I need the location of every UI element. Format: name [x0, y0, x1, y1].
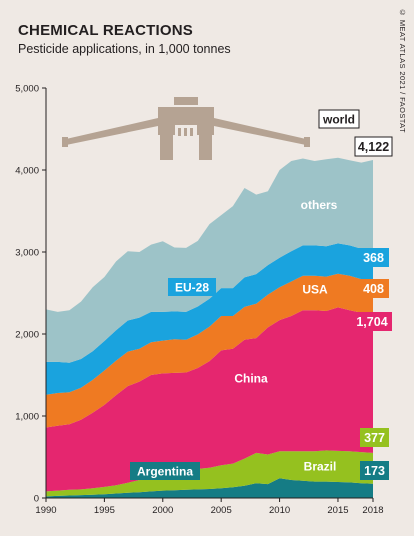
- x-tick-label: 1990: [35, 505, 56, 516]
- end-label-usa: 408: [363, 282, 384, 296]
- area-label-brazil: Brazil: [304, 460, 337, 474]
- x-tick-label: 2005: [211, 505, 232, 516]
- end-label-world: 4,122: [358, 140, 389, 154]
- x-tick-label: 2000: [152, 505, 173, 516]
- area-label-usa: USA: [302, 283, 328, 297]
- area-eu-28: [46, 243, 373, 395]
- area-label-eu28: EU-28: [175, 281, 209, 295]
- y-tick-label: 0: [34, 494, 39, 505]
- x-tick-label: 2018: [362, 505, 383, 516]
- area-label-others: others: [301, 198, 338, 212]
- y-tick-label: 2,000: [15, 330, 39, 341]
- chart-title: CHEMICAL REACTIONS: [18, 22, 193, 39]
- x-tick-label: 2010: [269, 505, 290, 516]
- end-label-argentina: 377: [364, 431, 385, 445]
- area-brazil-base: [46, 478, 373, 498]
- axes: 0 1,000 2,000 3,000 4,000 5,000 1990 1995 2000 20…: [15, 84, 383, 517]
- x-tick-label: 1995: [94, 505, 115, 516]
- x-tick-label: 2015: [327, 505, 348, 516]
- y-tick-label: 1,000: [15, 412, 39, 423]
- area-china: [46, 307, 373, 492]
- y-tick-label: 3,000: [15, 248, 39, 259]
- end-label-brazil: 173: [364, 464, 385, 478]
- area-label-china: China: [234, 372, 268, 386]
- end-label-china: 1,704: [356, 315, 387, 329]
- end-label-eu28: 368: [363, 251, 384, 265]
- area-label-world: world: [322, 113, 355, 127]
- source-credit: © MEAT ATLAS 2021 / FAOSTAT: [398, 8, 407, 133]
- area-others: [46, 157, 373, 363]
- y-tick-label: 4,000: [15, 166, 39, 177]
- chart-labels: world others EU-28 USA China Argentina B…: [130, 109, 393, 480]
- area-layers: [46, 157, 373, 498]
- area-usa: [46, 273, 373, 428]
- area-label-argentina: Argentina: [137, 465, 193, 479]
- tractor-sprayer-icon: [62, 97, 310, 160]
- y-tick-label: 5,000: [15, 84, 39, 95]
- chart-subtitle: Pesticide applications, in 1,000 tonnes: [18, 42, 231, 56]
- area-argentina: [46, 450, 373, 497]
